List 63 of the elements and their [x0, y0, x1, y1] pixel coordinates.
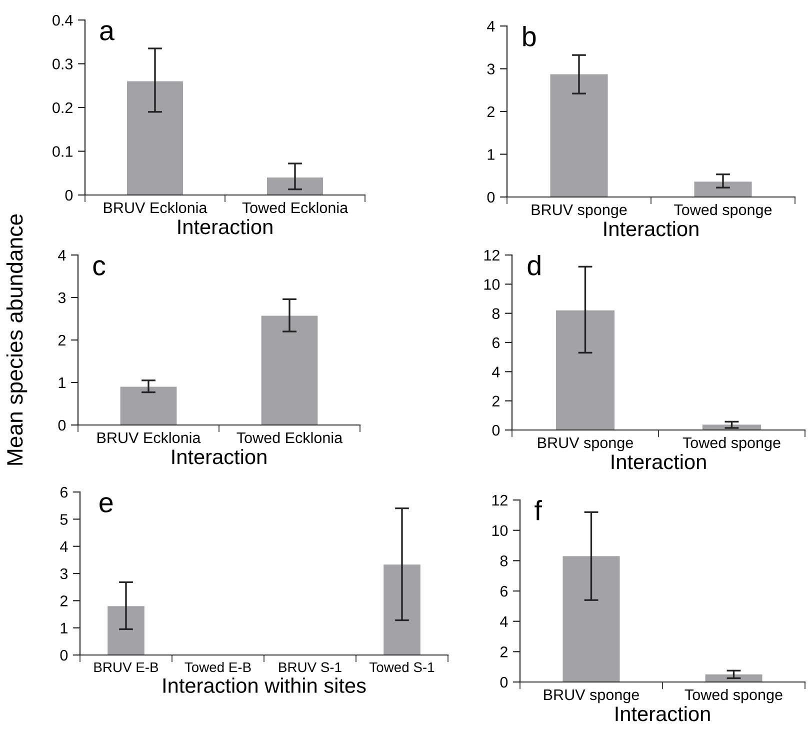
x-tick-label: Towed sponge [682, 436, 780, 452]
y-tick-label: 0 [500, 676, 508, 688]
x-tick-label: BRUV Ecklonia [104, 202, 208, 214]
y-tick-label: 3 [58, 292, 66, 304]
y-tick-label: 4 [60, 541, 68, 552]
y-tick-label: 0 [60, 650, 68, 661]
x-axis-title: Interaction within sites [163, 678, 366, 693]
y-tick-label: 0.3 [52, 58, 73, 70]
x-tick-label: Towed sponge [684, 688, 782, 704]
chart-title: b [523, 26, 536, 46]
y-tick-label: 6 [60, 486, 68, 498]
y-tick-label: 8 [492, 308, 500, 320]
y-tick-label: 4 [58, 250, 66, 261]
y-tick-label: 0 [65, 190, 73, 201]
chart-title: e [100, 497, 113, 512]
chart-title: f [534, 500, 542, 520]
y-tick-label: 0.1 [52, 146, 72, 157]
y-tick-label: 4 [500, 616, 508, 627]
x-tick-label: Towed Ecklonia [236, 432, 343, 444]
y-tick-label: 4 [487, 21, 495, 32]
x-tick-label: BRUV sponge [544, 690, 639, 704]
x-axis-title: Interaction [178, 218, 272, 234]
x-tick-label: BRUV sponge [538, 438, 633, 452]
chart-title: d [528, 255, 540, 276]
x-tick-label: BRUV Ecklonia [98, 432, 201, 444]
y-tick-label: 1 [60, 622, 68, 634]
y-tick-label: 12 [492, 494, 508, 506]
y-tick-label: 1 [488, 149, 494, 160]
y-tick-label: 5 [60, 514, 68, 525]
x-axis-title: Interaction [616, 706, 710, 722]
y-tick-label: 6 [492, 337, 500, 348]
y-tick-label: 12 [484, 250, 500, 261]
y-tick-label: 0 [492, 424, 500, 436]
y-axis-title: Mean species abundance [6, 214, 28, 465]
x-axis-title: Interaction [604, 220, 698, 236]
y-tick-label: 0.4 [52, 14, 73, 26]
y-tick-label: 0.2 [52, 102, 72, 114]
x-axis-title: Interaction [612, 454, 706, 470]
y-tick-label: 2 [487, 106, 494, 118]
x-tick-label: BRUV E-B [94, 662, 158, 672]
y-tick-label: 0 [58, 420, 66, 431]
y-tick-label: 2 [60, 596, 68, 606]
y-tick-label: 6 [500, 586, 508, 597]
y-tick-label: 2 [500, 646, 508, 658]
y-tick-label: 0 [487, 192, 495, 203]
chart-title: c [93, 260, 106, 276]
x-axis-title: Interaction [172, 448, 266, 464]
y-tick-label: 8 [500, 556, 508, 566]
y-tick-label: 2 [492, 396, 500, 406]
y-tick-label: 10 [492, 525, 508, 536]
x-tick-label: Towed Ecklonia [242, 202, 348, 214]
x-tick-label: Towed sponge [674, 204, 772, 218]
y-tick-label: 2 [58, 334, 66, 346]
y-tick-label: 4 [492, 366, 500, 378]
y-tick-label: 10 [484, 279, 500, 290]
y-tick-label: 3 [487, 64, 495, 74]
chart-title: a [100, 25, 114, 40]
x-tick-label: Towed E-B [184, 662, 251, 672]
x-tick-label: Towed S-1 [370, 662, 434, 672]
y-tick-label: 3 [60, 568, 68, 580]
x-tick-label: BRUV S-1 [279, 662, 342, 672]
x-tick-label: BRUV sponge [532, 204, 627, 218]
y-tick-label: 1 [58, 378, 66, 388]
